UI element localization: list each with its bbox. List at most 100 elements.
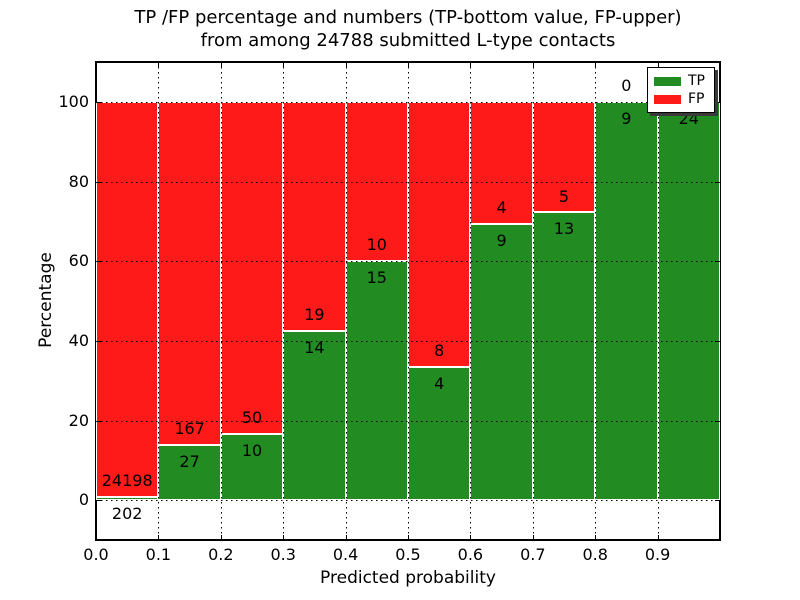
y-tick-label: 0 xyxy=(78,490,89,510)
x-tick-mark-top xyxy=(96,62,97,67)
y-tick-mark xyxy=(96,500,101,502)
x-tick-mark xyxy=(470,535,472,540)
fp-count-label: 10 xyxy=(366,235,387,255)
tp-count-label: 15 xyxy=(366,268,387,288)
fp-count-label: 8 xyxy=(434,341,445,361)
x-tick-mark-top xyxy=(158,62,160,67)
gridline-x xyxy=(220,62,222,540)
x-tick-mark xyxy=(158,535,160,540)
fp-count-label: 19 xyxy=(304,305,325,325)
x-tick-mark xyxy=(532,535,534,540)
gridline-x xyxy=(532,62,534,540)
bar-segment-fp xyxy=(220,101,284,434)
x-axis-label: Predicted probability xyxy=(320,568,496,588)
tp-count-label: 202 xyxy=(111,503,143,523)
gridline-x xyxy=(158,62,160,540)
tp-count-label: 14 xyxy=(304,338,325,358)
bar-segment-fp xyxy=(470,101,533,225)
tp-count-label: 9 xyxy=(496,231,507,251)
tp-count-label: 10 xyxy=(241,440,263,460)
bar-segment-tp xyxy=(532,212,596,501)
chart-title: TP /FP percentage and numbers (TP-bottom… xyxy=(96,6,720,52)
gridline-x xyxy=(408,62,409,540)
y-tick-label: 60 xyxy=(68,251,89,271)
x-tick-mark xyxy=(96,535,97,540)
fp-count-label: 5 xyxy=(558,186,570,206)
bar-segment-fp xyxy=(283,101,346,332)
y-tick-mark-right xyxy=(715,500,720,502)
chart-title-line2: from among 24788 submitted L-type contac… xyxy=(200,30,616,51)
bar-segment-fp xyxy=(158,101,221,445)
y-tick-mark xyxy=(96,181,101,183)
bar-segment-tp xyxy=(408,367,471,501)
y-tick-label: 80 xyxy=(68,171,89,191)
fp-count-label: 0 xyxy=(621,75,632,95)
x-tick-label: 0.3 xyxy=(270,545,296,564)
bar-segment-tp xyxy=(283,331,346,501)
bar-segment-tp xyxy=(158,444,221,501)
bar-segment-tp xyxy=(96,496,159,501)
gridline-x xyxy=(345,62,347,540)
y-tick-mark-right xyxy=(715,420,720,422)
legend-item-tp: TP xyxy=(654,74,708,88)
fp-count-label: 4 xyxy=(496,198,507,218)
y-tick-mark xyxy=(96,420,101,422)
x-tick-mark xyxy=(345,535,347,540)
y-tick-label: 100 xyxy=(58,91,89,111)
tp-count-label: 4 xyxy=(434,374,445,394)
bar-segment-fp xyxy=(96,101,159,497)
x-tick-mark xyxy=(595,535,597,540)
gridline-y xyxy=(96,340,720,342)
tp-count-label: 9 xyxy=(621,108,632,128)
y-tick-mark-right xyxy=(715,101,720,103)
x-tick-label: 0.4 xyxy=(332,545,359,564)
x-tick-mark-top xyxy=(408,62,409,67)
fp-color-swatch xyxy=(654,94,681,104)
gridline-y xyxy=(96,101,720,103)
fp-count-label: 24198 xyxy=(101,470,153,490)
y-tick-mark-right xyxy=(715,340,720,342)
tp-count-label: 13 xyxy=(553,219,575,239)
bar-segment-fp xyxy=(532,101,596,213)
gridline-x xyxy=(595,62,597,540)
x-tick-label: 0.5 xyxy=(395,545,421,564)
x-tick-mark-top xyxy=(220,62,222,67)
x-tick-mark xyxy=(220,535,222,540)
x-tick-label: 0.9 xyxy=(644,545,671,564)
fp-count-label: 167 xyxy=(174,418,205,438)
tp-color-swatch xyxy=(654,76,681,86)
y-tick-label: 40 xyxy=(68,330,89,350)
fp-count-label: 50 xyxy=(241,407,263,427)
y-tick-label: 20 xyxy=(68,410,89,430)
x-tick-mark xyxy=(408,535,409,540)
bar-segment-fp xyxy=(408,101,471,368)
tp-count-label: 24 xyxy=(678,108,699,128)
x-tick-mark-top xyxy=(595,62,597,67)
y-tick-mark xyxy=(96,101,101,103)
y-tick-mark xyxy=(96,261,101,263)
x-tick-mark xyxy=(657,535,659,540)
x-tick-mark-top xyxy=(470,62,472,67)
x-tick-mark-top xyxy=(657,62,659,67)
legend-label-fp: FP xyxy=(688,91,705,107)
legend-item-fp: FP xyxy=(654,92,708,106)
bar-segment-tp xyxy=(657,101,720,501)
x-tick-label: 0.6 xyxy=(457,545,484,564)
gridline-y xyxy=(96,181,720,183)
x-tick-mark-top xyxy=(283,62,285,67)
gridline-x xyxy=(283,62,285,540)
gridline-y xyxy=(96,500,720,502)
x-tick-label: 0.1 xyxy=(145,545,172,564)
y-tick-mark xyxy=(96,340,101,342)
x-tick-label: 0.2 xyxy=(208,545,234,564)
gridline-x xyxy=(657,62,659,540)
legend-label-tp: TP xyxy=(688,73,705,89)
tp-count-label: 27 xyxy=(179,451,200,471)
gridline-y xyxy=(96,261,720,263)
bar-segment-tp xyxy=(595,101,658,501)
x-tick-label: 0.0 xyxy=(83,545,109,564)
x-tick-label: 0.7 xyxy=(520,545,546,564)
bar-segment-tp xyxy=(345,261,408,501)
gridline-y xyxy=(96,420,720,422)
